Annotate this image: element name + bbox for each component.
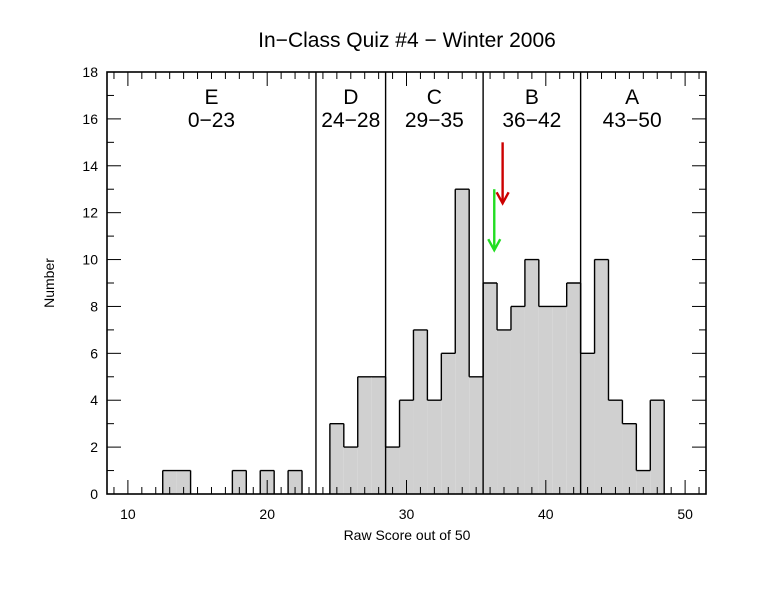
- grade-letter: C: [427, 86, 442, 109]
- histogram-bar: [580, 353, 595, 494]
- x-tick-label: 20: [259, 506, 275, 522]
- chart-title: In−Class Quiz #4 − Winter 2006: [258, 29, 556, 52]
- grade-range: 36−42: [502, 109, 561, 132]
- grade-labels: E0−23 D24−28 C29−35 B36−42 A43−50: [188, 86, 662, 132]
- x-tick-label: 50: [677, 506, 693, 522]
- y-tick-label: 2: [90, 439, 98, 455]
- histogram-bar: [288, 470, 303, 494]
- histogram-bar: [552, 306, 567, 494]
- y-tick-label: 0: [90, 486, 98, 502]
- histogram-bar: [608, 400, 623, 494]
- histogram-bar: [510, 306, 525, 494]
- histogram-bar: [622, 423, 637, 494]
- histogram-bar: [371, 376, 386, 494]
- histogram-bar: [232, 470, 247, 494]
- grade-letter: D: [343, 86, 358, 109]
- score-markers: [487, 142, 510, 253]
- y-axis-label: Number: [41, 258, 57, 308]
- y-tick-label: 6: [90, 345, 98, 361]
- x-tick-label: 40: [538, 506, 554, 522]
- histogram-bar: [524, 259, 539, 494]
- grade-letter: A: [625, 86, 639, 109]
- histogram-bar: [385, 447, 400, 494]
- marker-arrow-head: [487, 238, 502, 253]
- histogram-bar: [427, 400, 442, 494]
- y-tick-label: 4: [90, 392, 98, 408]
- grade-letter: B: [525, 86, 539, 109]
- histogram-bar: [566, 283, 581, 494]
- x-tick-label: 10: [120, 506, 136, 522]
- grade-range: 29−35: [405, 109, 464, 132]
- histogram-bar: [357, 376, 372, 494]
- marker-arrow-head: [495, 191, 510, 206]
- y-tick-label: 16: [82, 111, 98, 127]
- histogram-bar: [329, 423, 344, 494]
- histogram-bar: [538, 306, 553, 494]
- histogram-bar: [343, 447, 358, 494]
- histogram-bar: [162, 470, 177, 494]
- histogram-bar: [399, 400, 414, 494]
- histogram-bar: [455, 189, 470, 494]
- x-tick-label: 30: [399, 506, 415, 522]
- histogram-bar: [469, 376, 484, 494]
- histogram-bar: [413, 329, 428, 494]
- y-tick-label: 8: [90, 298, 98, 314]
- y-tick-label: 18: [82, 64, 98, 80]
- grade-range: 0−23: [188, 109, 235, 132]
- grade-range: 43−50: [603, 109, 662, 132]
- grade-letter: E: [204, 86, 218, 109]
- histogram-bar: [650, 400, 665, 494]
- histogram-bar: [594, 259, 609, 494]
- y-tick-label: 12: [82, 205, 98, 221]
- histogram-bar: [497, 329, 511, 494]
- grade-boundaries: [315, 72, 582, 494]
- x-axis-label: Raw Score out of 50: [344, 527, 471, 543]
- axes-frame: 10 20 30 40 50 0 2 4 6 8 10 12 14 16 18: [82, 64, 707, 522]
- histogram-bar: [441, 353, 456, 494]
- histogram-bar: [636, 470, 651, 494]
- histogram-bar: [483, 283, 498, 494]
- y-tick-label: 14: [82, 158, 98, 174]
- bars-layer: [162, 188, 665, 494]
- histogram-bar: [176, 470, 191, 494]
- grade-range: 24−28: [321, 109, 380, 132]
- y-tick-label: 10: [82, 252, 98, 268]
